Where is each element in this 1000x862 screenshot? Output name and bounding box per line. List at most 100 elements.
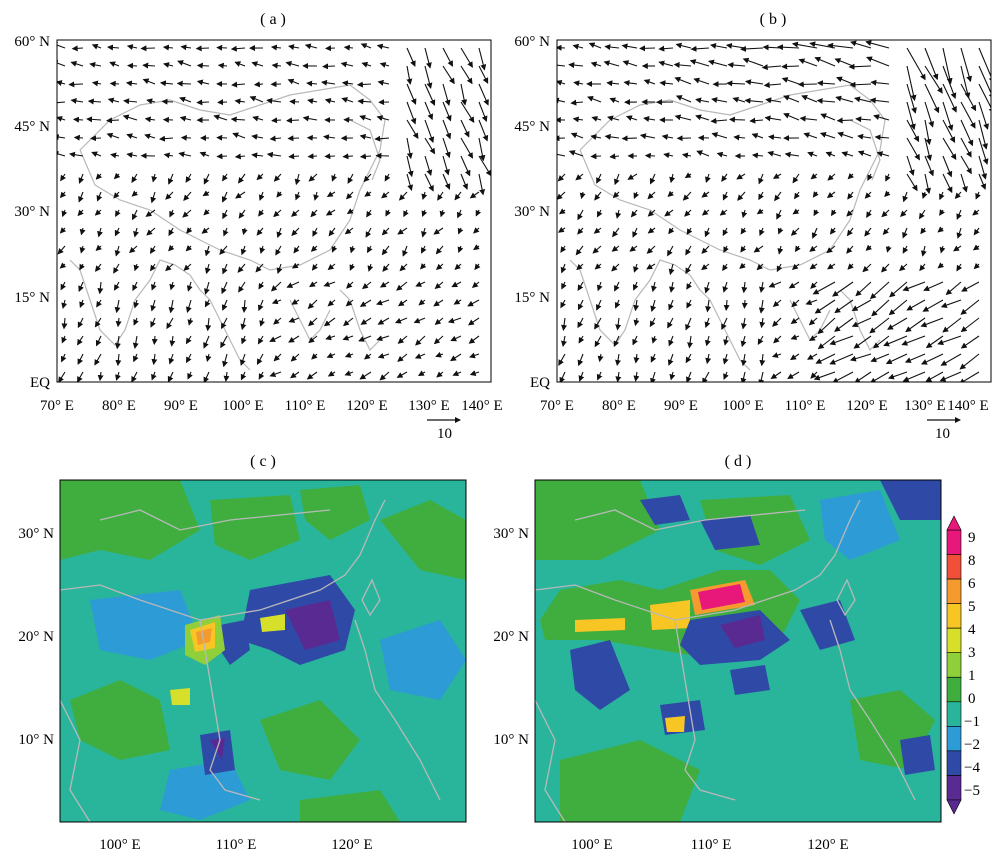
wind-vector <box>572 43 584 50</box>
wind-vector <box>799 115 818 122</box>
wind-vector <box>94 209 102 216</box>
wind-vector <box>829 227 836 235</box>
wind-vector <box>756 208 764 215</box>
wind-vector <box>132 281 138 292</box>
wind-vector <box>850 40 872 49</box>
wind-vector <box>177 60 192 67</box>
wind-vector <box>942 83 957 113</box>
wind-vector <box>690 45 710 52</box>
y-tick-label: 60° N <box>514 34 550 50</box>
wind-vector <box>179 96 192 103</box>
wind-vector <box>790 317 800 324</box>
wind-vector <box>109 61 120 68</box>
wind-vector <box>151 353 158 366</box>
wind-vector <box>406 173 414 191</box>
x-tick-label: 130° E <box>408 398 449 414</box>
wind-vector <box>667 317 674 329</box>
wind-vector <box>349 263 356 271</box>
wind-vector <box>889 281 908 298</box>
wind-vector <box>960 173 968 193</box>
wind-vector <box>668 299 674 311</box>
wind-vector <box>203 335 210 349</box>
wind-vector <box>837 131 854 139</box>
wind-vector <box>60 173 66 182</box>
wind-vector <box>594 191 602 201</box>
wind-vector <box>937 226 944 233</box>
wind-vector <box>814 56 836 67</box>
wind-vector <box>869 317 890 334</box>
wind-vector <box>658 45 674 52</box>
x-tick-label: 90° E <box>164 398 198 414</box>
wind-vector <box>753 245 764 253</box>
wind-vector <box>403 209 409 218</box>
wind-vector <box>865 244 873 251</box>
wind-vector <box>327 370 336 377</box>
wind-vector <box>768 134 782 141</box>
wind-vector <box>570 132 584 139</box>
wind-vector <box>266 151 282 158</box>
wind-vector <box>869 371 890 382</box>
wind-vector <box>220 335 228 349</box>
wind-vector <box>695 114 710 121</box>
wind-vector <box>810 281 818 289</box>
wind-vector <box>759 353 766 367</box>
wind-vector <box>972 244 980 251</box>
wind-vector <box>340 61 354 68</box>
x-tick-label: 120° E <box>846 398 887 414</box>
wind-vector <box>349 245 356 254</box>
wind-vector <box>115 209 121 217</box>
wind-vector <box>78 191 84 203</box>
wind-vector <box>674 76 692 85</box>
wind-vector <box>923 281 944 292</box>
wind-vector <box>557 44 566 51</box>
wind-vector <box>77 317 84 329</box>
wind-vector <box>722 353 729 365</box>
wind-vector <box>792 208 800 215</box>
wind-vector <box>661 134 674 140</box>
wind-vector <box>568 150 584 157</box>
wind-vector <box>704 335 711 347</box>
wind-vector <box>306 80 318 87</box>
wind-vector <box>469 191 480 199</box>
wind-vector <box>60 353 67 363</box>
wind-vector <box>918 209 926 220</box>
wind-vector <box>960 155 972 175</box>
wind-vector <box>633 371 640 382</box>
wind-vector <box>421 191 428 201</box>
wind-vector <box>186 353 192 364</box>
wind-vector <box>954 191 962 199</box>
wind-vector <box>577 299 584 311</box>
wind-vector <box>367 245 373 254</box>
wind-vector <box>960 101 976 129</box>
wind-vector <box>249 96 264 103</box>
wind-vector <box>763 81 782 88</box>
wind-vector <box>792 173 800 184</box>
wind-vector <box>945 281 962 296</box>
wind-vector <box>956 263 963 272</box>
wind-vector <box>163 152 174 159</box>
wind-vector <box>920 245 927 257</box>
wind-vector <box>255 263 264 273</box>
wind-vector <box>144 133 156 140</box>
wind-vector <box>467 299 480 307</box>
wind-vector <box>421 245 427 254</box>
wind-vector <box>978 155 988 180</box>
wind-vector <box>113 263 120 274</box>
panel-b-y-ticks: 60° N 45° N 30° N 15° N EQ <box>514 34 550 391</box>
wind-vector <box>559 371 566 382</box>
wind-vector <box>557 151 566 158</box>
wind-vector <box>906 47 926 81</box>
wind-vector <box>685 263 692 275</box>
wind-vector <box>310 245 318 252</box>
wind-vector <box>324 98 336 104</box>
wind-vector <box>323 281 336 287</box>
wind-vector <box>159 80 174 87</box>
colorbar-segment <box>946 554 962 580</box>
wind-vector <box>302 115 318 122</box>
wind-vector <box>701 245 710 254</box>
wind-vector <box>327 263 336 271</box>
wind-vector <box>295 191 301 201</box>
wind-vector <box>801 95 818 103</box>
wind-vector <box>621 135 638 142</box>
wind-vector <box>276 191 283 198</box>
